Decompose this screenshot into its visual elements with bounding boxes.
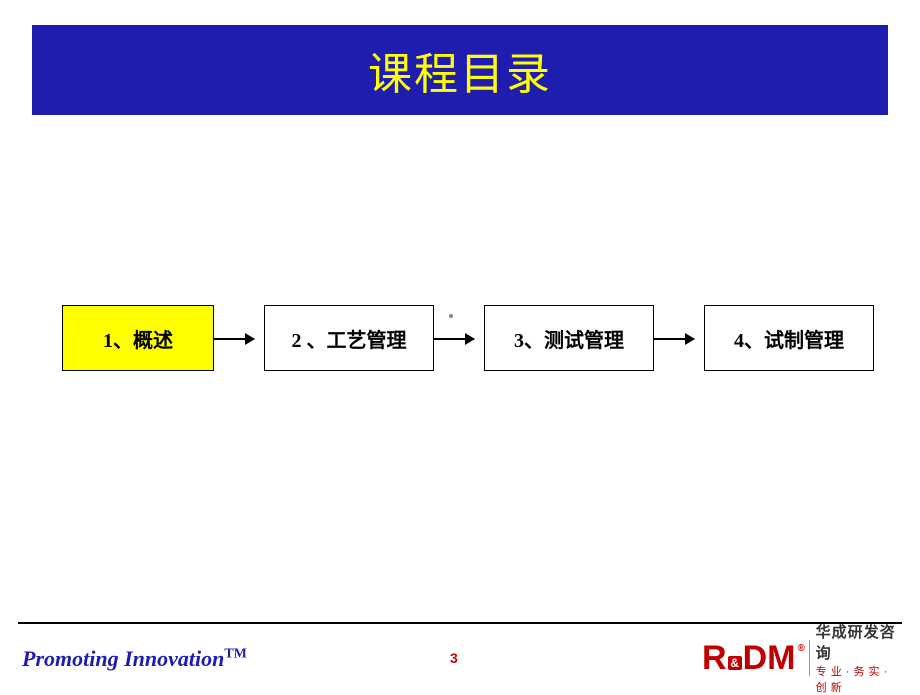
footer-tagline: Promoting InnovationTM bbox=[22, 646, 247, 672]
title-bar: 课程目录 bbox=[32, 25, 888, 115]
logo-text: 华成研发咨询 专 业 · 务 实 · 创 新 bbox=[816, 621, 902, 695]
flow-label-1: 1、概述 bbox=[103, 324, 173, 353]
logo-reg: ® bbox=[797, 643, 804, 654]
logo-r: R bbox=[702, 641, 727, 675]
flow-box-3: 3、测试管理 bbox=[484, 305, 654, 371]
tagline-text: Promoting Innovation bbox=[22, 646, 224, 671]
flow-arrow-1 bbox=[214, 338, 254, 340]
logo-amp: & bbox=[728, 656, 742, 670]
flow-box-1: 1、概述 bbox=[62, 305, 214, 371]
logo-mark: R&DM® bbox=[702, 641, 803, 675]
page-number: 3 bbox=[450, 650, 458, 666]
center-dot bbox=[449, 314, 453, 318]
logo-dm: DM bbox=[743, 641, 796, 675]
flow-box-4: 4、试制管理 bbox=[704, 305, 874, 371]
flow-arrow-3 bbox=[654, 338, 694, 340]
logo-divider bbox=[809, 640, 810, 676]
footer-logo: R&DM® 华成研发咨询 专 业 · 务 实 · 创 新 bbox=[702, 636, 902, 680]
flow-box-2: 2 、工艺管理 bbox=[264, 305, 434, 371]
footer-divider bbox=[18, 622, 902, 624]
flow-label-4: 4、试制管理 bbox=[734, 324, 844, 353]
flow-arrow-2 bbox=[434, 338, 474, 340]
flowchart: 1、概述 2 、工艺管理 3、测试管理 4、试制管理 bbox=[0, 305, 920, 395]
flow-label-3: 3、测试管理 bbox=[514, 324, 624, 353]
tagline-tm: TM bbox=[224, 647, 247, 662]
flow-label-2: 2 、工艺管理 bbox=[292, 324, 407, 353]
logo-company-name: 华成研发咨询 bbox=[816, 621, 902, 663]
logo-slogan: 专 业 · 务 实 · 创 新 bbox=[816, 663, 902, 695]
title-text: 课程目录 bbox=[368, 38, 552, 102]
